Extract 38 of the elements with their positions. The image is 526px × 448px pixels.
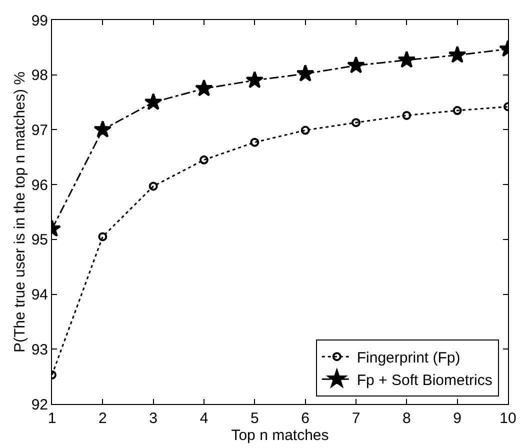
point <box>94 120 112 138</box>
point <box>144 92 162 110</box>
y-tick-label: 94 <box>31 286 48 304</box>
point <box>246 70 264 88</box>
x-tick-label: 8 <box>402 410 411 427</box>
y-tick-label: 98 <box>31 67 48 84</box>
x-tick-label: 2 <box>98 410 107 427</box>
x-tick-label: 7 <box>352 410 360 427</box>
point <box>402 110 412 120</box>
point <box>398 50 416 68</box>
x-axis-title: Top n matches <box>231 427 329 444</box>
point <box>148 182 158 191</box>
point <box>452 106 462 116</box>
legend-label: Fingerprint (Fp) <box>356 349 460 366</box>
x-tick-label: 6 <box>301 410 310 427</box>
point <box>296 64 314 82</box>
x-tick-label: 4 <box>200 410 208 427</box>
point <box>352 118 360 128</box>
y-tick-label: 95 <box>31 232 48 249</box>
x-tick-label: 10 <box>500 410 516 427</box>
point <box>200 155 208 164</box>
legend-label: Fp + Soft Biometrics <box>356 372 492 389</box>
y-tick-label: 99 <box>31 12 48 30</box>
y-tick-label: 97 <box>31 122 48 139</box>
y-tick-label: 92 <box>31 396 48 414</box>
x-tick-label: 1 <box>48 410 56 427</box>
x-tick-label: 3 <box>149 410 158 427</box>
x-tick-label: 5 <box>250 410 259 427</box>
point <box>98 232 108 242</box>
x-tick-label: 9 <box>453 410 462 427</box>
y-tick-label: 96 <box>31 176 48 194</box>
point <box>347 56 365 74</box>
y-tick-label: 93 <box>31 341 48 358</box>
point <box>300 126 310 135</box>
point <box>250 138 260 147</box>
point <box>195 79 213 96</box>
point <box>448 46 466 63</box>
y-axis-title: P(The true user is in the top n matches) % <box>12 72 29 352</box>
